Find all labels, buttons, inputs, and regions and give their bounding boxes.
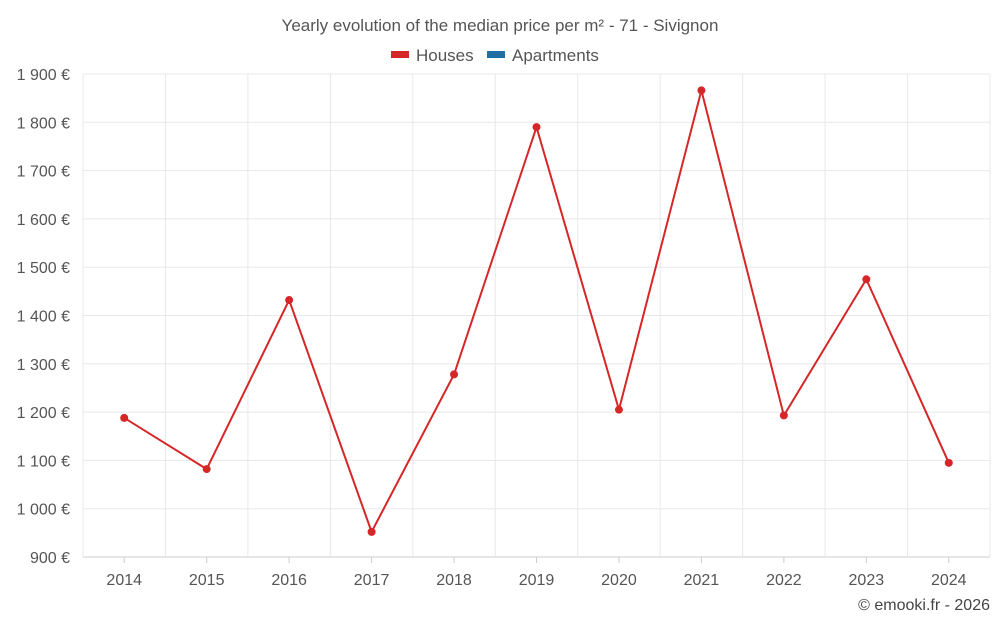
data-point-houses-2014[interactable] <box>120 413 129 422</box>
x-tick-label: 2014 <box>106 572 142 589</box>
data-point-houses-2024[interactable] <box>944 458 953 467</box>
x-axis: 2014 2015 2016 2017 2018 2019 2020 2021 2022 2023… <box>106 557 967 589</box>
grid <box>82 73 991 558</box>
data-point-houses-2023[interactable] <box>862 275 871 284</box>
x-tick-label: 2016 <box>271 572 307 589</box>
chart-title: Yearly evolution of the median price per… <box>282 16 719 35</box>
data-point-houses-2018[interactable] <box>450 370 459 379</box>
data-point-houses-2022[interactable] <box>779 411 788 420</box>
data-point-houses-2017[interactable] <box>367 527 376 536</box>
y-tick-label: 1 800 € <box>17 115 70 132</box>
x-tick-label: 2022 <box>766 572 802 589</box>
data-point-houses-2020[interactable] <box>614 405 623 414</box>
y-tick-label: 1 700 € <box>17 164 70 181</box>
legend-swatch-houses[interactable] <box>391 51 409 58</box>
x-tick-label: 2023 <box>849 572 885 589</box>
y-tick-label: 1 300 € <box>17 357 70 374</box>
x-tick-label: 2019 <box>519 572 555 589</box>
y-tick-label: 1 100 € <box>17 453 70 470</box>
x-tick-label: 2017 <box>354 572 390 589</box>
x-tick-label: 2018 <box>436 572 472 589</box>
y-tick-label: 1 200 € <box>17 405 70 422</box>
x-tick-label: 2024 <box>931 572 967 589</box>
series-layer <box>120 86 953 536</box>
y-tick-label: 1 000 € <box>17 502 70 519</box>
legend: Houses Apartments <box>391 46 599 65</box>
data-point-houses-2016[interactable] <box>285 296 294 305</box>
x-tick-label: 2015 <box>189 572 225 589</box>
data-point-houses-2019[interactable] <box>532 123 541 132</box>
data-point-houses-2015[interactable] <box>202 465 211 474</box>
y-tick-label: 1 400 € <box>17 309 70 326</box>
y-axis: 900 € 1 000 € 1 100 € 1 200 € 1 300 € 1 400 €… <box>17 67 70 567</box>
credit-text: © emooki.fr - 2026 <box>858 597 990 614</box>
legend-label-houses[interactable]: Houses <box>416 46 474 65</box>
x-tick-label: 2021 <box>684 572 720 589</box>
x-tick-label: 2020 <box>601 572 637 589</box>
legend-label-apartments[interactable]: Apartments <box>512 46 599 65</box>
y-tick-label: 1 500 € <box>17 260 70 277</box>
y-tick-label: 1 600 € <box>17 212 70 229</box>
legend-swatch-apartments[interactable] <box>487 51 505 58</box>
y-tick-label: 900 € <box>30 550 70 567</box>
data-point-houses-2021[interactable] <box>697 86 706 95</box>
y-tick-label: 1 900 € <box>17 67 70 84</box>
